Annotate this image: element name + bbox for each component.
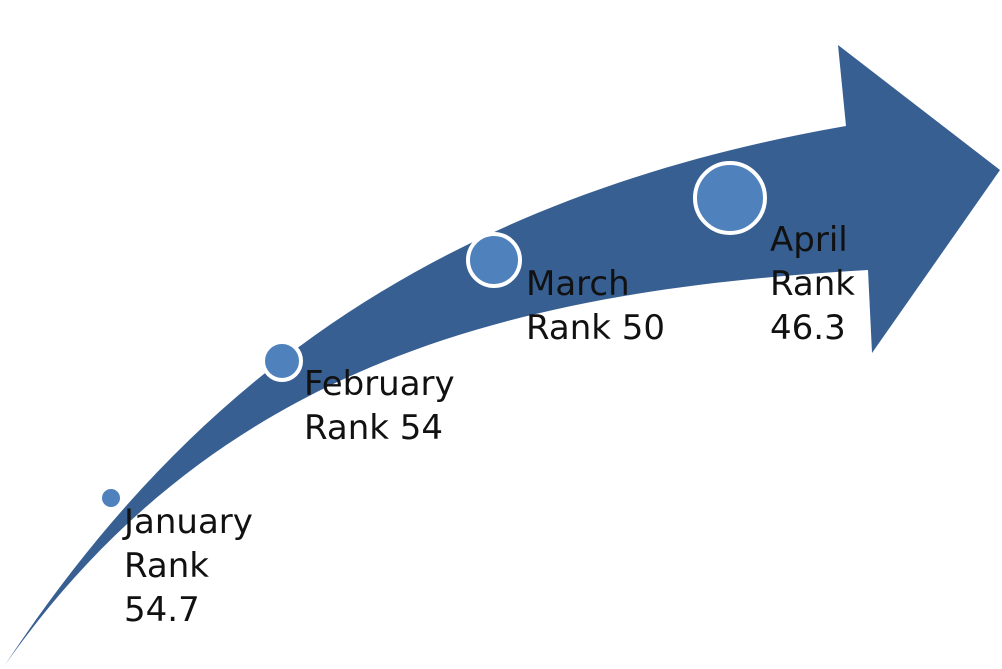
milestone-month: April <box>770 220 848 260</box>
milestone-rank-label: Rank 54 <box>304 408 444 448</box>
milestone-month: March <box>526 264 630 304</box>
milestone-month: January <box>124 502 253 542</box>
milestone-rank-label: Rank <box>770 264 855 304</box>
milestone-rank-label: Rank <box>124 546 209 586</box>
milestone-marker-april <box>693 161 767 235</box>
milestone-label-april: April Rank 46.3 <box>770 218 855 350</box>
milestone-rank-label: Rank 50 <box>526 308 666 348</box>
milestone-rank-value: 46.3 <box>770 308 846 348</box>
milestone-month: February <box>304 364 455 404</box>
milestone-label-january: January Rank 54.7 <box>124 500 253 632</box>
milestone-label-february: February Rank 54 <box>304 362 455 450</box>
milestone-rank-value: 54.7 <box>124 590 200 630</box>
milestone-marker-february <box>261 340 303 382</box>
milestone-label-march: March Rank 50 <box>526 262 665 350</box>
milestone-marker-march <box>466 232 522 288</box>
milestone-marker-january <box>98 485 124 511</box>
